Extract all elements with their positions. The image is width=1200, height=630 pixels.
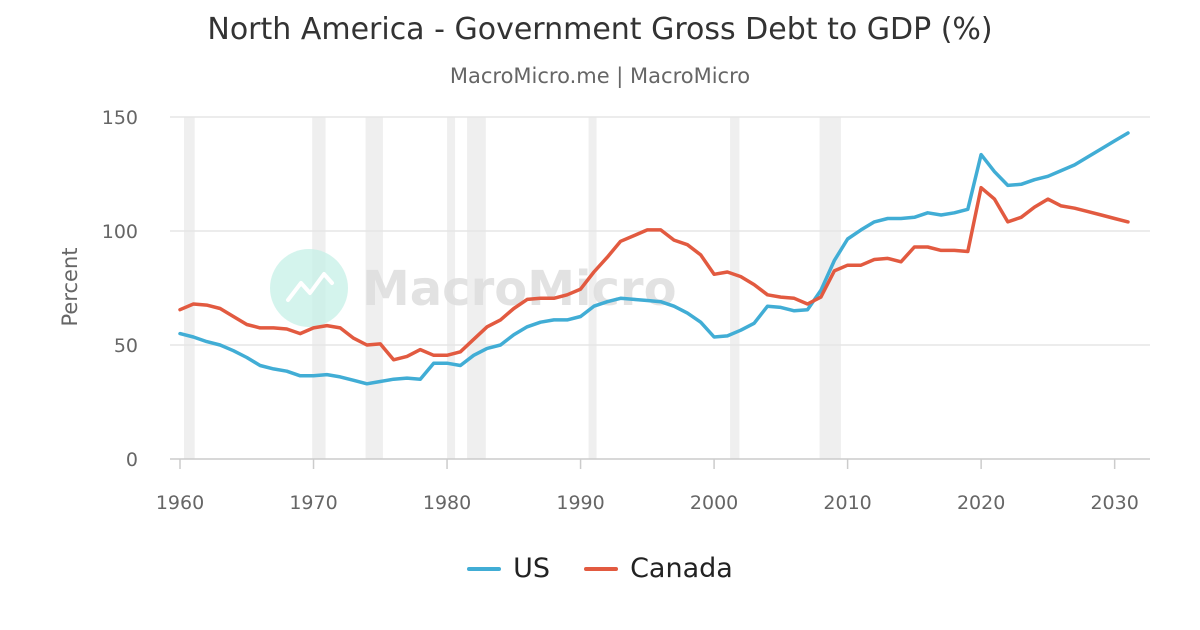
- canada-line: [178, 185, 1130, 362]
- x-tick-label: 2000: [690, 492, 738, 514]
- x-tick-label: 1970: [289, 492, 337, 514]
- recession-band: [184, 117, 195, 459]
- legend-item-us[interactable]: US: [467, 553, 550, 584]
- recession-band: [730, 117, 740, 459]
- legend-label-canada: Canada: [630, 553, 733, 584]
- recession-band: [365, 117, 383, 459]
- recession-band: [467, 117, 486, 459]
- x-tick-label: 1990: [556, 492, 604, 514]
- y-axis-label: Percent: [58, 247, 82, 326]
- recession-band: [819, 117, 841, 459]
- legend-swatch-canada: [584, 566, 619, 571]
- chart-subtitle: MacroMicro.me | MacroMicro: [449, 64, 751, 88]
- us-line: [178, 131, 1130, 386]
- legend-swatch-us: [467, 566, 502, 571]
- y-tick-label: 0: [126, 449, 138, 471]
- watermark-text: MacroMicro: [362, 261, 677, 317]
- watermark-logo: MacroMicro: [270, 249, 677, 327]
- x-tick-label: 2020: [957, 492, 1005, 514]
- y-tick-label: 150: [102, 107, 138, 129]
- y-tick-label: 100: [102, 221, 138, 243]
- chart-title: North America - Government Gross Debt to…: [207, 12, 993, 47]
- x-tick-label: 1960: [156, 492, 204, 514]
- x-tick-label: 2010: [823, 492, 871, 514]
- chart-legend: US Canada: [0, 553, 1200, 584]
- legend-label-us: US: [513, 553, 551, 584]
- legend-item-canada[interactable]: Canada: [584, 553, 733, 584]
- recession-band: [588, 117, 597, 459]
- y-tick-label: 50: [114, 335, 138, 357]
- recession-band: [447, 117, 456, 459]
- x-tick-label: 1980: [423, 492, 471, 514]
- x-tick-label: 2030: [1090, 492, 1138, 514]
